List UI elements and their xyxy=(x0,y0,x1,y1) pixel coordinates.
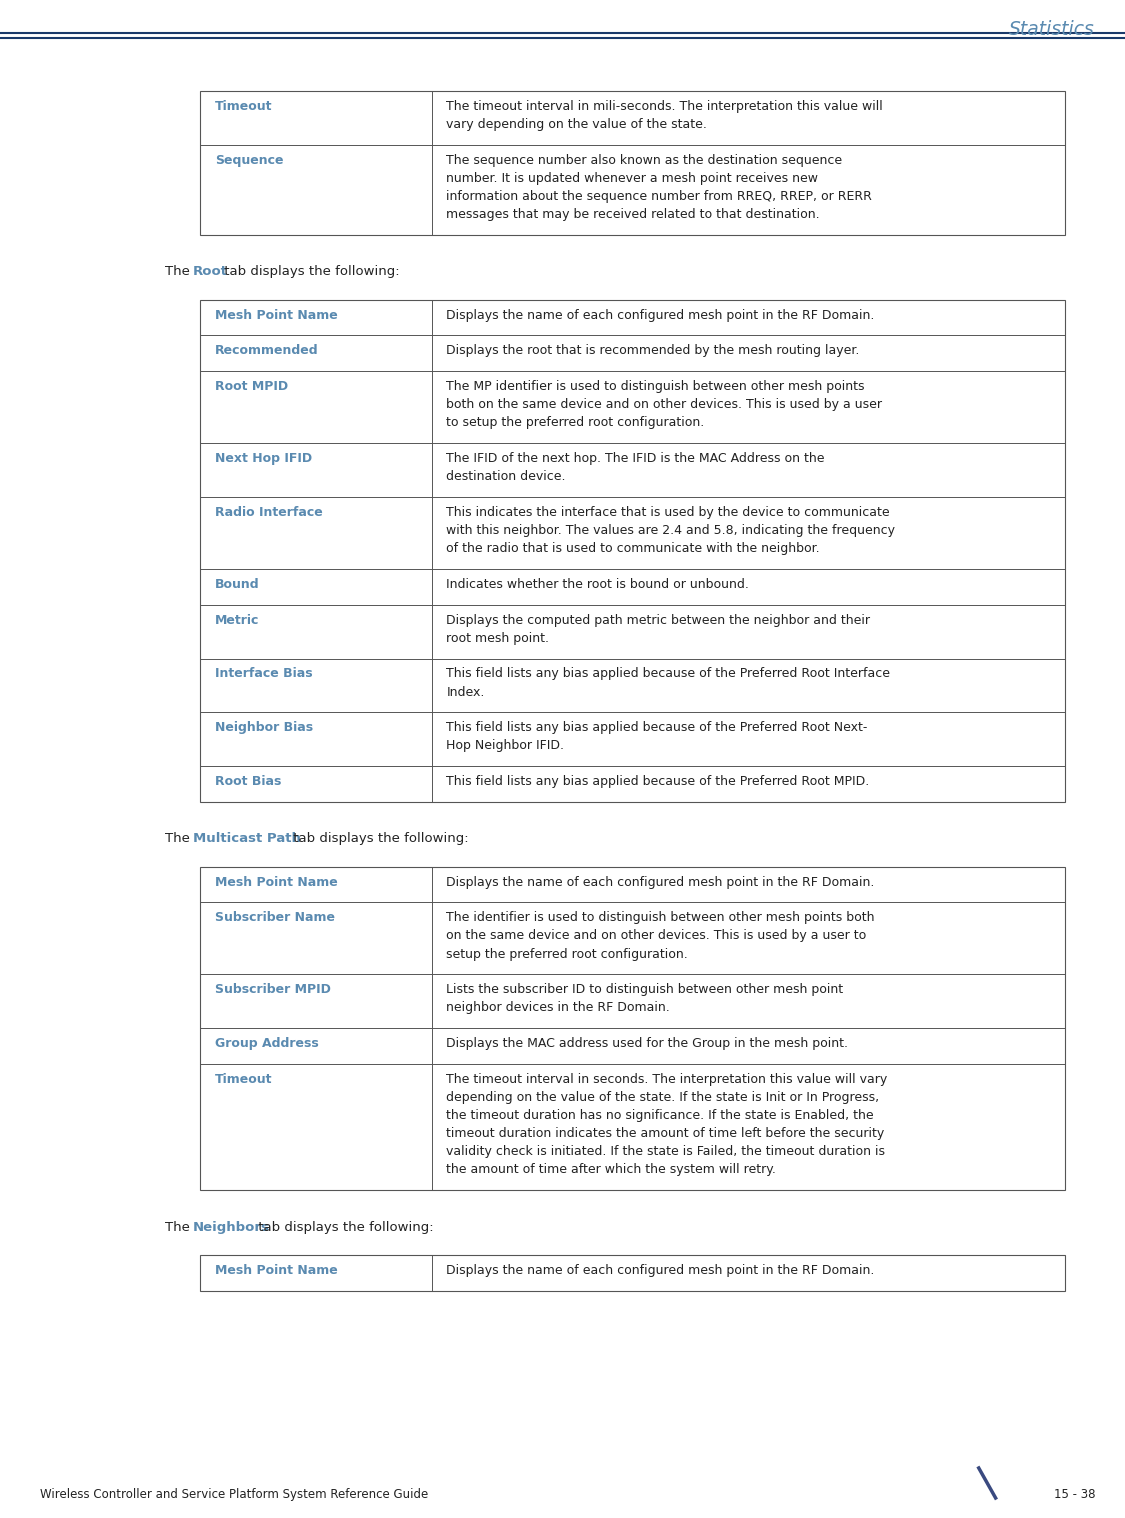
Text: the amount of time after which the system will retry.: the amount of time after which the syste… xyxy=(447,1163,776,1176)
Bar xyxy=(200,91,1065,235)
Text: both on the same device and on other devices. This is used by a user: both on the same device and on other dev… xyxy=(447,398,882,411)
Text: information about the sequence number from RREQ, RREP, or RERR: information about the sequence number fr… xyxy=(447,190,872,203)
Text: The identifier is used to distinguish between other mesh points both: The identifier is used to distinguish be… xyxy=(447,911,875,924)
Text: Neighbors: Neighbors xyxy=(192,1220,270,1234)
Text: Multicast Path: Multicast Path xyxy=(192,832,300,846)
Text: The MP identifier is used to distinguish between other mesh points: The MP identifier is used to distinguish… xyxy=(447,380,865,393)
Text: Bound: Bound xyxy=(215,578,259,591)
Text: Next Hop IFID: Next Hop IFID xyxy=(215,452,312,465)
Text: This field lists any bias applied because of the Preferred Root Next-: This field lists any bias applied becaus… xyxy=(447,721,867,735)
Text: Metric: Metric xyxy=(215,613,259,627)
Text: Displays the MAC address used for the Group in the mesh point.: Displays the MAC address used for the Gr… xyxy=(447,1037,848,1050)
Text: Group Address: Group Address xyxy=(215,1037,318,1050)
Text: Displays the computed path metric between the neighbor and their: Displays the computed path metric betwee… xyxy=(447,613,871,627)
Text: Displays the name of each configured mesh point in the RF Domain.: Displays the name of each configured mes… xyxy=(447,876,875,888)
Text: to setup the preferred root configuration.: to setup the preferred root configuratio… xyxy=(447,416,704,430)
Text: validity check is initiated. If the state is Failed, the timeout duration is: validity check is initiated. If the stat… xyxy=(447,1146,885,1158)
Text: The: The xyxy=(165,266,195,278)
Text: Timeout: Timeout xyxy=(215,100,272,112)
Text: Displays the root that is recommended by the mesh routing layer.: Displays the root that is recommended by… xyxy=(447,345,860,357)
Text: on the same device and on other devices. This is used by a user to: on the same device and on other devices.… xyxy=(447,929,866,943)
Text: tab displays the following:: tab displays the following: xyxy=(254,1220,434,1234)
Text: This field lists any bias applied because of the Preferred Root MPID.: This field lists any bias applied becaus… xyxy=(447,776,870,788)
Text: depending on the value of the state. If the state is Init or In Progress,: depending on the value of the state. If … xyxy=(447,1091,880,1104)
Text: This indicates the interface that is used by the device to communicate: This indicates the interface that is use… xyxy=(447,505,890,519)
Text: neighbor devices in the RF Domain.: neighbor devices in the RF Domain. xyxy=(447,1002,670,1014)
Text: The IFID of the next hop. The IFID is the MAC Address on the: The IFID of the next hop. The IFID is th… xyxy=(447,452,825,465)
Text: timeout duration indicates the amount of time left before the security: timeout duration indicates the amount of… xyxy=(447,1128,884,1140)
Text: Index.: Index. xyxy=(447,686,485,698)
Bar xyxy=(200,299,1065,802)
Text: Subscriber Name: Subscriber Name xyxy=(215,911,334,924)
Text: 15 - 38: 15 - 38 xyxy=(1053,1488,1095,1501)
Text: destination device.: destination device. xyxy=(447,471,566,483)
Text: Mesh Point Name: Mesh Point Name xyxy=(215,1264,338,1277)
Text: Root MPID: Root MPID xyxy=(215,380,288,393)
Text: The: The xyxy=(165,832,195,846)
Text: Timeout: Timeout xyxy=(215,1073,272,1085)
Text: Interface Bias: Interface Bias xyxy=(215,668,313,680)
Text: with this neighbor. The values are 2.4 and 5.8, indicating the frequency: with this neighbor. The values are 2.4 a… xyxy=(447,524,896,537)
Text: Neighbor Bias: Neighbor Bias xyxy=(215,721,313,735)
Text: Displays the name of each configured mesh point in the RF Domain.: Displays the name of each configured mes… xyxy=(447,308,875,322)
Text: number. It is updated whenever a mesh point receives new: number. It is updated whenever a mesh po… xyxy=(447,172,819,185)
Text: tab displays the following:: tab displays the following: xyxy=(220,266,399,278)
Text: Indicates whether the root is bound or unbound.: Indicates whether the root is bound or u… xyxy=(447,578,749,591)
Text: Displays the name of each configured mesh point in the RF Domain.: Displays the name of each configured mes… xyxy=(447,1264,875,1277)
Bar xyxy=(200,1255,1065,1290)
Text: tab displays the following:: tab displays the following: xyxy=(289,832,468,846)
Text: Mesh Point Name: Mesh Point Name xyxy=(215,876,338,888)
Text: This field lists any bias applied because of the Preferred Root Interface: This field lists any bias applied becaus… xyxy=(447,668,891,680)
Text: vary depending on the value of the state.: vary depending on the value of the state… xyxy=(447,118,708,131)
Text: setup the preferred root configuration.: setup the preferred root configuration. xyxy=(447,947,688,961)
Text: Statistics: Statistics xyxy=(1009,20,1095,39)
Text: Subscriber MPID: Subscriber MPID xyxy=(215,984,331,996)
Text: Radio Interface: Radio Interface xyxy=(215,505,323,519)
Text: messages that may be received related to that destination.: messages that may be received related to… xyxy=(447,208,820,222)
Text: Root: Root xyxy=(192,266,227,278)
Text: Root Bias: Root Bias xyxy=(215,776,281,788)
Text: Hop Neighbor IFID.: Hop Neighbor IFID. xyxy=(447,739,565,753)
Text: Wireless Controller and Service Platform System Reference Guide: Wireless Controller and Service Platform… xyxy=(40,1488,429,1501)
Text: Recommended: Recommended xyxy=(215,345,318,357)
Bar xyxy=(200,867,1065,1190)
Text: The timeout interval in seconds. The interpretation this value will vary: The timeout interval in seconds. The int… xyxy=(447,1073,888,1085)
Text: the timeout duration has no significance. If the state is Enabled, the: the timeout duration has no significance… xyxy=(447,1110,874,1122)
Text: Sequence: Sequence xyxy=(215,153,284,167)
Text: Mesh Point Name: Mesh Point Name xyxy=(215,308,338,322)
Text: The sequence number also known as the destination sequence: The sequence number also known as the de… xyxy=(447,153,843,167)
Text: of the radio that is used to communicate with the neighbor.: of the radio that is used to communicate… xyxy=(447,542,820,556)
Text: The: The xyxy=(165,1220,195,1234)
Text: Lists the subscriber ID to distinguish between other mesh point: Lists the subscriber ID to distinguish b… xyxy=(447,984,844,996)
Text: The timeout interval in mili-seconds. The interpretation this value will: The timeout interval in mili-seconds. Th… xyxy=(447,100,883,112)
Text: root mesh point.: root mesh point. xyxy=(447,631,549,645)
